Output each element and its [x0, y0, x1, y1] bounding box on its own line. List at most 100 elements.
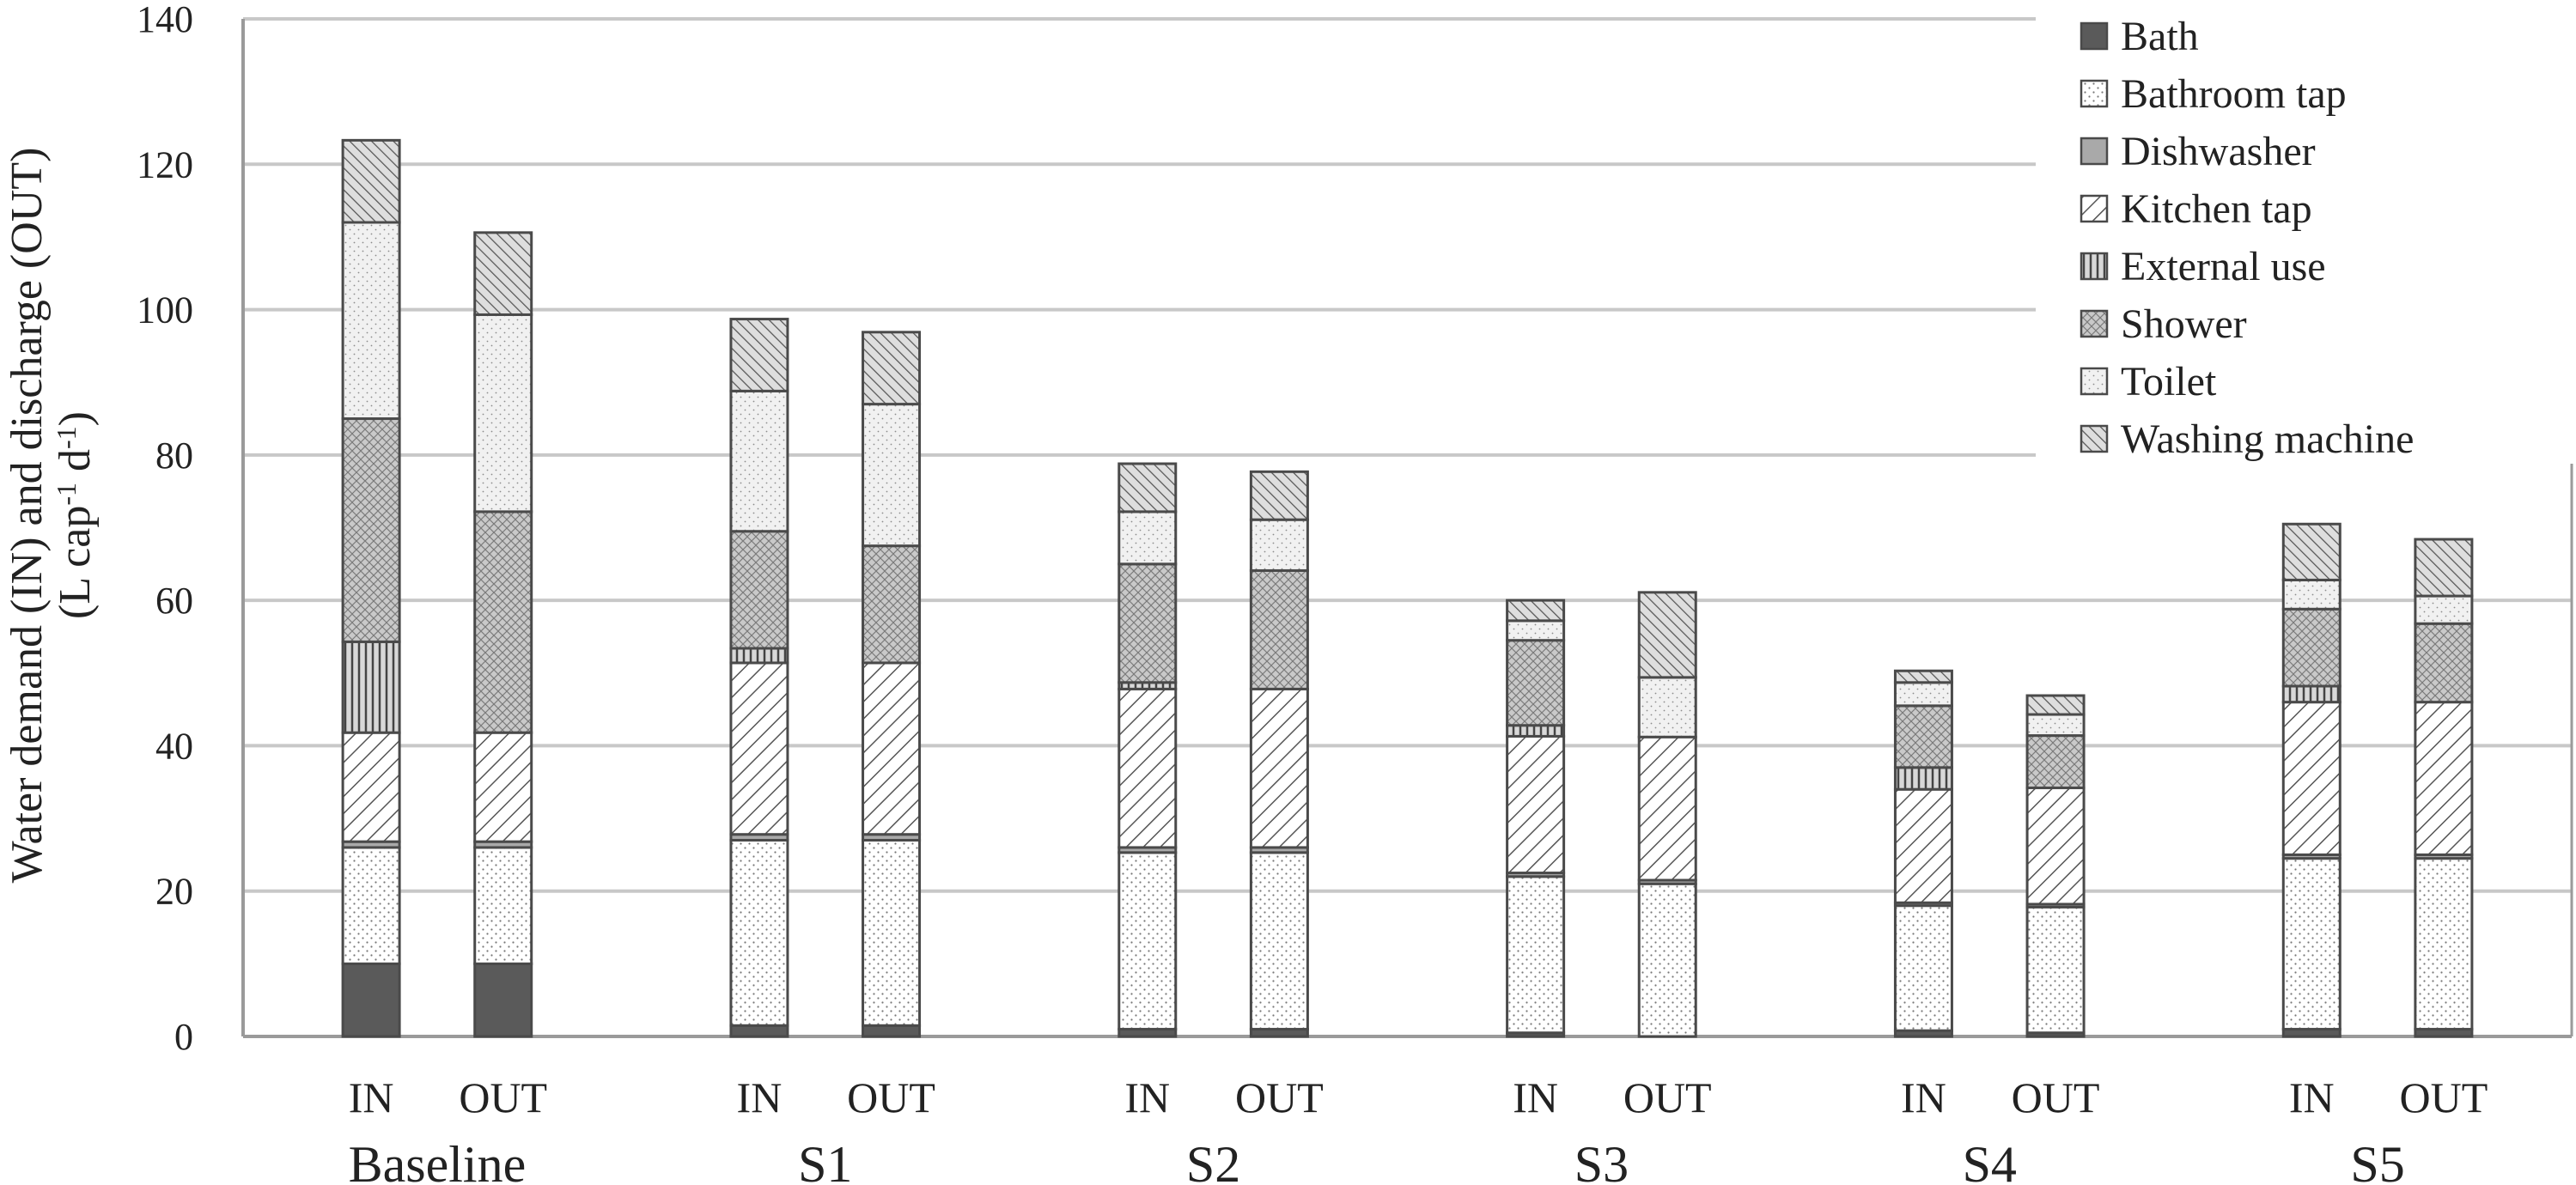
bar-kitchen-tap-baseline-out [473, 731, 533, 843]
legend-background [2036, 9, 2573, 462]
bar-washing-machine-s3-in [1506, 599, 1566, 623]
bar-toilet-s4-out [2025, 713, 2086, 738]
y-tick-label: 120 [137, 143, 193, 185]
legend-label-external-use: External use [2121, 244, 2326, 289]
bar-external-use-s1-in [729, 647, 789, 665]
x-group-label: Baseline [349, 1136, 527, 1185]
x-group-label: S2 [1186, 1136, 1240, 1185]
bar-kitchen-tap-s4-out [2025, 787, 2086, 906]
y-tick-label: 60 [155, 580, 193, 622]
x-group-label: S5 [2350, 1136, 2404, 1185]
bar-shower-s2-out [1249, 568, 1309, 690]
x-sub-label: IN [1513, 1073, 1558, 1121]
bar-bathroom-tap-s4-out [2025, 905, 2086, 1035]
bar-shower-baseline-out [473, 510, 533, 734]
bar-bathroom-tap-s1-out [862, 838, 922, 1027]
bar-bathroom-tap-s4-in [1893, 904, 1953, 1032]
bar-toilet-baseline-out [473, 313, 533, 514]
y-tick-label: 0 [174, 1016, 193, 1058]
bar-bathroom-tap-s5-out [2414, 857, 2474, 1031]
bar-kitchen-tap-s2-in [1117, 687, 1178, 849]
bar-shower-s1-in [729, 530, 789, 650]
legend-swatch-toilet [2080, 367, 2109, 396]
legend-label-dishwasher: Dishwasher [2121, 129, 2316, 174]
bar-washing-machine-s5-out [2414, 538, 2474, 598]
bar-shower-s5-in [2281, 607, 2342, 688]
bar-bath-baseline-in [341, 962, 401, 1038]
legend-swatch-external-use [2080, 252, 2109, 281]
x-sub-label: IN [1901, 1073, 1946, 1121]
bar-shower-s3-in [1506, 639, 1566, 727]
bar-toilet-s2-out [1249, 518, 1309, 572]
bar-shower-s2-in [1117, 562, 1178, 684]
bar-toilet-s4-in [1893, 681, 1953, 708]
legend-label-bathroom-tap: Bathroom tap [2121, 71, 2347, 117]
bar-kitchen-tap-baseline-in [341, 731, 401, 843]
bar-shower-s4-out [2025, 734, 2086, 790]
legend-swatch-kitchen-tap [2080, 194, 2109, 223]
bar-bath-baseline-out [473, 962, 533, 1038]
bar-kitchen-tap-s3-in [1506, 734, 1566, 875]
y-tick-label: 20 [155, 871, 193, 913]
bar-external-use-s4-in [1893, 766, 1953, 791]
legend-label-kitchen-tap: Kitchen tap [2121, 186, 2312, 232]
bar-washing-machine-s2-in [1117, 462, 1178, 514]
bar-external-use-s3-in [1506, 724, 1566, 738]
bar-external-use-baseline-in [341, 640, 401, 734]
y-tick-label: 100 [137, 289, 193, 331]
x-sub-label: OUT [847, 1073, 935, 1121]
legend-swatch-dishwasher [2080, 137, 2109, 166]
bar-toilet-baseline-in [341, 221, 401, 421]
x-sub-label: OUT [1235, 1073, 1324, 1121]
bar-toilet-s1-out [862, 403, 922, 548]
bar-toilet-s5-in [2281, 578, 2342, 611]
x-group-label: S4 [1963, 1136, 2017, 1185]
legend-swatch-shower [2080, 309, 2109, 338]
axis-labels: 0 20 40 60 80 100 120 140 IN OUT IN OUT IN OUT IN OUT IN… [137, 0, 2488, 1185]
bar-washing-machine-s4-in [1893, 669, 1953, 684]
legend-swatch-washing-machine [2080, 424, 2109, 453]
bar-kitchen-tap-s4-in [1893, 787, 1953, 904]
bar-shower-s1-out [862, 544, 922, 665]
x-sub-label: IN [1124, 1073, 1170, 1121]
bar-washing-machine-s1-out [862, 331, 922, 406]
bar-bathroom-tap-s2-out [1249, 851, 1309, 1031]
x-group-label: S3 [1574, 1136, 1629, 1185]
y-tick-label: 80 [155, 434, 193, 477]
legend: Bath Bathroom tap Dishwasher Kitchen tap Ext… [2036, 9, 2573, 462]
bar-toilet-s1-in [729, 389, 789, 533]
legend-label-washing-machine: Washing machine [2121, 416, 2414, 462]
legend-swatch-bathroom-tap [2080, 79, 2109, 108]
bar-toilet-s5-out [2414, 594, 2474, 625]
bar-washing-machine-s3-out [1637, 591, 1697, 679]
bar-shower-s5-out [2414, 622, 2474, 704]
x-sub-label: IN [2289, 1073, 2335, 1121]
bar-bathroom-tap-s2-in [1117, 851, 1178, 1031]
bar-kitchen-tap-s1-in [729, 661, 789, 836]
bar-bathroom-tap-s5-in [2281, 857, 2342, 1031]
bar-shower-s4-in [1893, 704, 1953, 769]
bar-bath-s1-in [729, 1024, 789, 1038]
gridlines [243, 17, 2572, 893]
y-axis-label: Water demand (IN) and discharge (OUT) [3, 148, 52, 884]
legend-label-shower: Shower [2121, 301, 2247, 347]
bar-toilet-s3-in [1506, 619, 1566, 642]
bar-shower-baseline-in [341, 417, 401, 643]
bar-kitchen-tap-s3-out [1637, 735, 1697, 882]
bar-kitchen-tap-s1-out [862, 661, 922, 836]
x-sub-label: IN [349, 1073, 394, 1121]
bar-washing-machine-s1-in [729, 318, 789, 392]
bar-toilet-s2-in [1117, 510, 1178, 566]
x-sub-label: OUT [2400, 1073, 2488, 1121]
bar-washing-machine-s2-out [1249, 470, 1309, 521]
bar-bathroom-tap-s3-out [1637, 882, 1697, 1038]
y-tick-label: 40 [155, 725, 193, 767]
bar-kitchen-tap-s5-in [2281, 701, 2342, 856]
bar-kitchen-tap-s2-out [1249, 687, 1309, 849]
bar-bathroom-tap-s3-in [1506, 875, 1566, 1035]
legend-label-bath: Bath [2121, 14, 2199, 59]
x-group-label: S1 [798, 1136, 852, 1185]
legend-swatch-bath [2080, 21, 2109, 51]
bar-external-use-s5-in [2281, 684, 2342, 704]
